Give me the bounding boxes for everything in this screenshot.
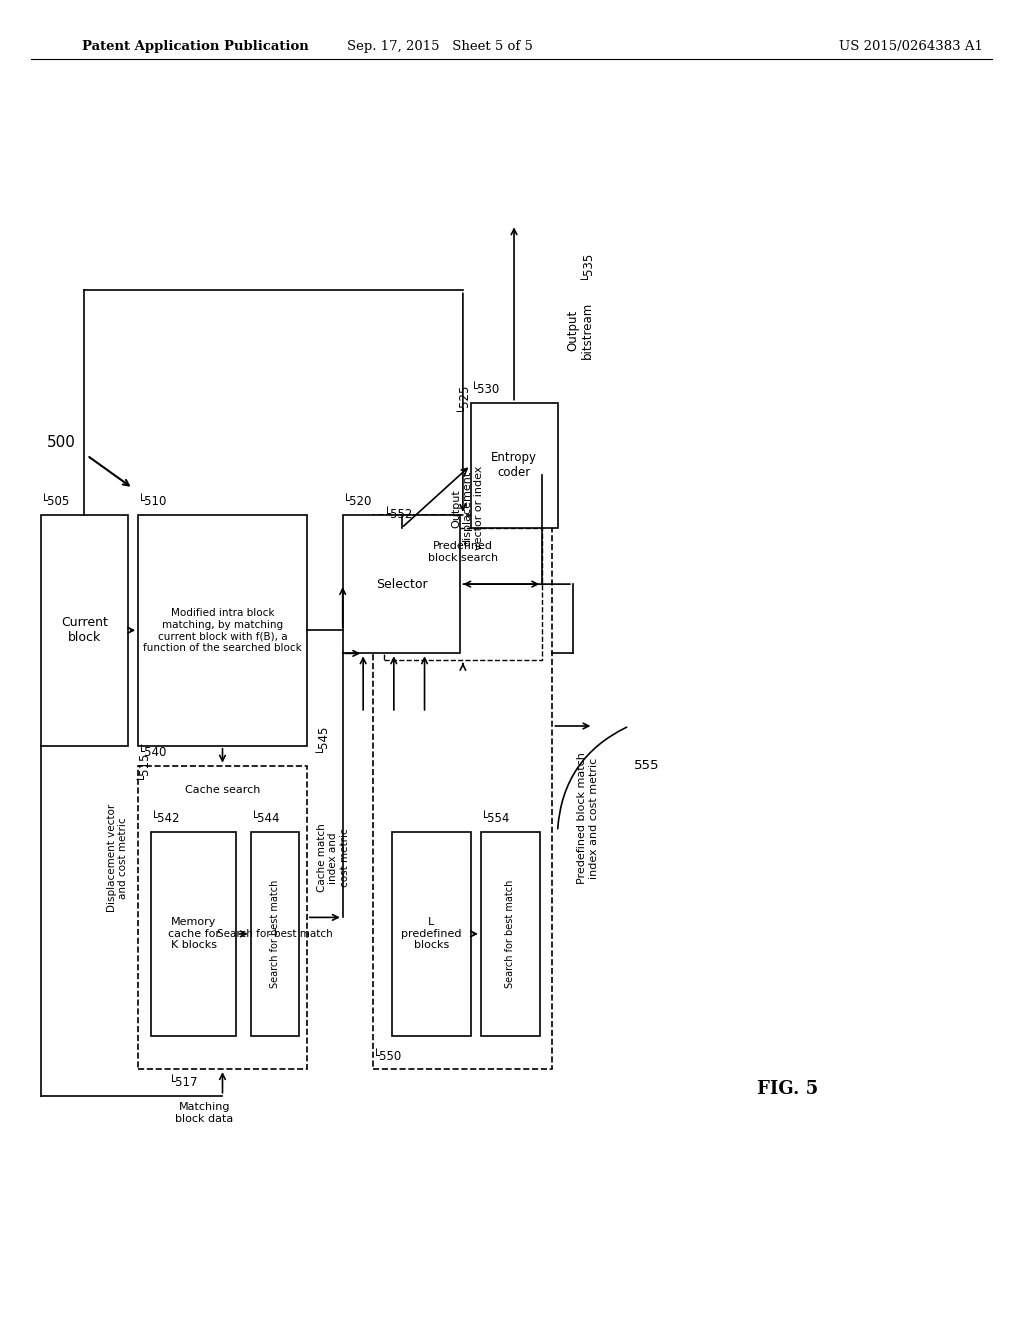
- Text: └545: └545: [315, 723, 328, 752]
- FancyBboxPatch shape: [471, 403, 557, 528]
- Text: Patent Application Publication: Patent Application Publication: [82, 40, 308, 53]
- Text: US 2015/0264383 A1: US 2015/0264383 A1: [839, 40, 983, 53]
- Text: Cache search: Cache search: [184, 785, 260, 796]
- Text: └550: └550: [374, 1049, 402, 1063]
- FancyBboxPatch shape: [481, 832, 540, 1036]
- Text: Output
bitstream: Output bitstream: [566, 301, 594, 359]
- Text: Entropy
coder: Entropy coder: [492, 451, 537, 479]
- Text: Selector: Selector: [376, 578, 427, 590]
- Text: Current
block: Current block: [63, 461, 105, 482]
- Text: Output
displacement
vector or index: Output displacement vector or index: [451, 466, 484, 550]
- Text: └510: └510: [138, 495, 168, 508]
- Text: └515: └515: [136, 750, 150, 779]
- FancyBboxPatch shape: [41, 515, 128, 746]
- Text: └544: └544: [251, 812, 281, 825]
- Text: └520: └520: [343, 495, 372, 508]
- Text: 555: 555: [634, 759, 659, 772]
- Text: └552: └552: [384, 508, 413, 521]
- Text: └505: └505: [41, 495, 71, 508]
- Text: Predefined
block search: Predefined block search: [428, 541, 498, 562]
- Text: └530: └530: [471, 383, 500, 396]
- Text: Cache match
index and
cost metric: Cache match index and cost metric: [316, 824, 350, 892]
- Text: Search for best match: Search for best match: [506, 879, 515, 989]
- Text: Matching
block data: Matching block data: [175, 1102, 233, 1123]
- Text: └535: └535: [580, 249, 593, 279]
- FancyBboxPatch shape: [138, 766, 307, 1069]
- Text: Current
block: Current block: [61, 616, 108, 644]
- Text: Modified intra block
matching, by matching
current block with f(B), a
function o: Modified intra block matching, by matchi…: [143, 609, 302, 652]
- Text: └525: └525: [456, 381, 469, 411]
- Text: Predefined block match
index and cost metric: Predefined block match index and cost me…: [578, 752, 599, 884]
- Text: └540: └540: [138, 746, 168, 759]
- Text: Search for best match: Search for best match: [269, 879, 280, 989]
- Text: Displacement vector
and cost metric: Displacement vector and cost metric: [106, 804, 128, 912]
- Text: └542: └542: [152, 812, 181, 825]
- Text: 500: 500: [47, 434, 76, 450]
- Text: L
predefined
blocks: L predefined blocks: [401, 917, 462, 950]
- Text: FIG. 5: FIG. 5: [757, 1080, 818, 1098]
- Text: Memory
cache for
K blocks: Memory cache for K blocks: [168, 917, 220, 950]
- FancyBboxPatch shape: [392, 832, 471, 1036]
- FancyBboxPatch shape: [374, 515, 552, 1069]
- FancyBboxPatch shape: [152, 832, 237, 1036]
- Text: └554: └554: [481, 812, 510, 825]
- FancyBboxPatch shape: [251, 832, 299, 1036]
- FancyBboxPatch shape: [343, 515, 461, 653]
- FancyBboxPatch shape: [138, 515, 307, 746]
- FancyBboxPatch shape: [384, 528, 542, 660]
- Text: Search for best match: Search for best match: [217, 929, 333, 939]
- Text: └517: └517: [169, 1076, 199, 1089]
- Text: Sep. 17, 2015   Sheet 5 of 5: Sep. 17, 2015 Sheet 5 of 5: [347, 40, 532, 53]
